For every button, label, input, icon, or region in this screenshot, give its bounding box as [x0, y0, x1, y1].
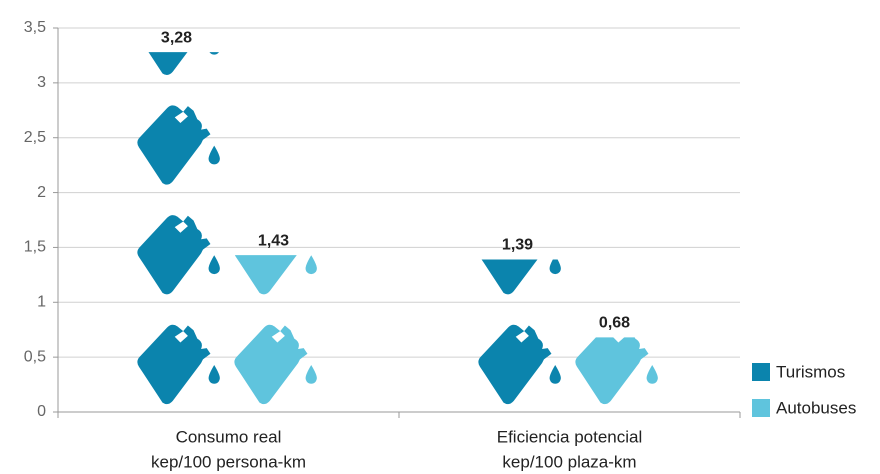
y-tick-label: 2: [37, 184, 46, 201]
x-tick-label: Eficiencia potencial: [497, 427, 643, 446]
fuel-icon: [137, 324, 220, 405]
fuel-icon: [234, 255, 317, 295]
y-tick-label: 1,5: [24, 239, 46, 256]
y-tick-label: 3: [37, 74, 46, 91]
fuel-icon: [137, 215, 220, 295]
fuel-icon: [575, 337, 658, 405]
value-label: 0,68: [599, 315, 630, 332]
fuel-icon: [234, 324, 317, 405]
bar: [575, 337, 658, 405]
fuel-icon: [478, 324, 561, 405]
fuel-icon: [478, 259, 561, 295]
legend-label: Autobuses: [776, 398, 856, 417]
value-label: 1,43: [258, 232, 289, 249]
y-tick-label: 0: [37, 403, 46, 420]
y-tick-label: 3,5: [24, 19, 46, 36]
x-tick-label: kep/100 plaza-km: [502, 452, 636, 471]
value-label: 1,39: [502, 237, 533, 254]
y-tick-label: 2,5: [24, 129, 46, 146]
bar: [137, 52, 220, 405]
y-tick-label: 1: [37, 294, 46, 311]
legend-swatch: [752, 363, 770, 381]
legend-swatch: [752, 399, 770, 417]
y-tick-label: 0,5: [24, 348, 46, 365]
legend-label: Turismos: [776, 362, 845, 381]
x-tick-label: Consumo real: [176, 427, 282, 446]
value-label: 3,28: [161, 29, 192, 46]
x-tick-label: kep/100 persona-km: [151, 452, 306, 471]
fuel-icon: [137, 105, 220, 185]
